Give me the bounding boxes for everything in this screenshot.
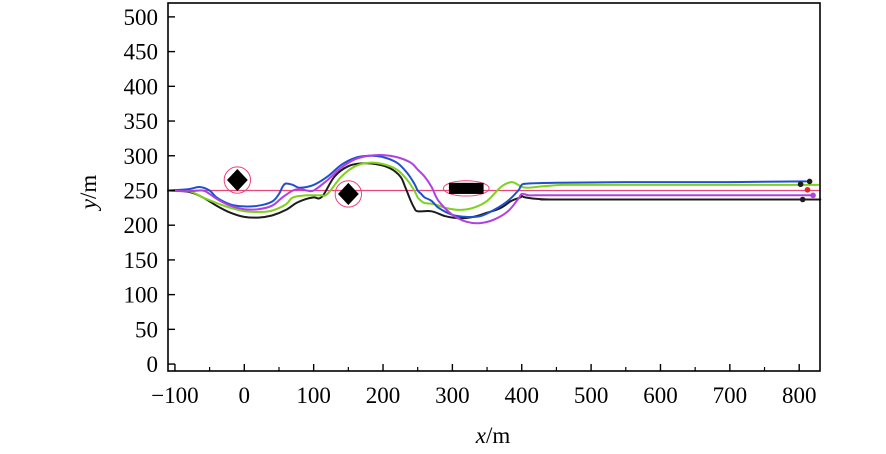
trajectory-line-2: [167, 161, 819, 214]
x-tick-label: 0: [239, 383, 251, 408]
trajectory-line-4: [167, 153, 815, 225]
y-tick-label: 200: [124, 213, 159, 238]
obstacle-diamond: [226, 168, 248, 192]
plot-area: [167, 153, 822, 225]
y-tick-label: 450: [124, 40, 159, 65]
x-tick-label: 400: [504, 383, 539, 408]
obstacle-safety-ellipse: [442, 180, 490, 197]
y-tick-label: 350: [124, 109, 159, 134]
y-tick-label: 150: [124, 248, 159, 273]
y-tick-label: 400: [124, 74, 159, 99]
ticks: [168, 16, 800, 371]
y-axis-label: y/m: [76, 175, 101, 212]
y-tick-label: 0: [147, 352, 159, 377]
x-axis-label: x/m: [475, 423, 511, 448]
trajectory-line-1: [167, 162, 822, 220]
end-point-marker: [804, 186, 811, 193]
x-tick-label: 100: [296, 383, 331, 408]
obstacle-diamond: [337, 182, 359, 206]
x-tick-label: 500: [574, 383, 609, 408]
y-tick-label: 250: [124, 178, 159, 203]
x-tick-label: 800: [782, 383, 817, 408]
trajectory-line-3: [167, 154, 808, 219]
y-tick-label: 50: [135, 317, 158, 342]
y-tick-label: 300: [124, 144, 159, 169]
obstacle-rectangle: [448, 182, 484, 194]
y-tick-label: 500: [124, 5, 159, 30]
plot-frame: [167, 2, 821, 372]
end-point-marker: [810, 192, 816, 199]
x-tick-label: 700: [713, 383, 748, 408]
obstacle-safety-circle: [334, 180, 363, 208]
end-point-marker: [797, 181, 804, 188]
end-point-marker: [799, 196, 806, 203]
x-tick-label: −100: [151, 383, 198, 408]
end-point-marker: [806, 178, 813, 185]
obstacle-safety-circle: [223, 166, 252, 194]
tick-labels: −100 0 100 200 300 400 500 600 700 800 0 50 100 150 20…: [124, 5, 817, 408]
y-tick-label: 100: [124, 283, 159, 308]
x-tick-label: 300: [435, 383, 470, 408]
x-tick-label: 200: [366, 383, 401, 408]
x-tick-label: 600: [643, 383, 678, 408]
